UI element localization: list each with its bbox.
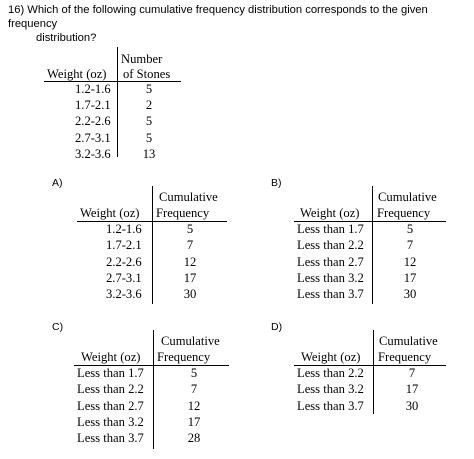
option-d-weight-cell: Less than 3.7: [297, 398, 364, 413]
option-d-col2-header-line2: Frequency: [378, 350, 432, 364]
option-a-col1-header: Weight (oz): [80, 206, 140, 220]
option-a-column-rule: [152, 186, 153, 304]
given-value-cell: 5: [145, 130, 153, 145]
given-weight-cell: 1.7-2.1: [75, 98, 111, 113]
option-b-header-rule: [294, 221, 446, 222]
option-b-col2-header-line1: Cumulative: [378, 190, 437, 204]
option-c-weight-cell: Less than 3.7: [77, 431, 144, 446]
given-value-cell: 13: [142, 146, 156, 161]
given-weight-cell: 2.2-2.6: [75, 114, 111, 129]
option-a-value-cell: 17: [183, 270, 197, 285]
option-a-value-cell: 5: [186, 222, 194, 236]
given-weight-cell: 1.2-1.6: [75, 82, 111, 96]
option-c-col1-header: Weight (oz): [81, 350, 141, 364]
option-b-value-cell: 12: [403, 254, 417, 269]
option-c-weight-cell: Less than 3.2: [77, 414, 144, 429]
option-c-col2-header-line2: Frequency: [157, 350, 211, 364]
option-a-col2-header-line2: Frequency: [156, 206, 210, 220]
given-value-cell: 2: [145, 98, 153, 113]
option-a-value-cell: 7: [186, 238, 194, 253]
option-b-value-cell: 5: [406, 222, 414, 236]
option-c-label[interactable]: C): [52, 321, 64, 333]
option-d-weight-cell: Less than 2.2: [297, 366, 364, 380]
option-c-value-cell: 17: [187, 414, 201, 429]
option-b-weight-cell: Less than 3.7: [297, 287, 364, 302]
option-d-value-cell: 30: [405, 398, 419, 413]
option-d-header-rule: [294, 365, 446, 366]
option-a-weight-cell: 3.2-3.6: [106, 287, 142, 302]
given-col2-header-line2: of Stones: [123, 67, 171, 81]
given-header-rule: [44, 81, 181, 82]
given-weight-cell: 3.2-3.6: [75, 146, 111, 161]
option-c-value-cell: 28: [187, 431, 201, 446]
given-value-cell: 5: [145, 82, 153, 96]
option-b-weight-cell: Less than 2.7: [297, 254, 364, 269]
option-a-weight-cell: 1.7-2.1: [106, 238, 142, 253]
question-text: 16) Which of the following cumulative fr…: [8, 3, 468, 45]
option-b-value-cell: 7: [406, 238, 414, 253]
option-c-value-cell: 5: [190, 366, 198, 380]
option-c-header-rule: [74, 365, 229, 366]
option-b-value-cell: 17: [403, 270, 417, 285]
option-a-value-cell: 30: [183, 287, 197, 302]
option-c-column-rule: [153, 330, 154, 449]
given-value-cell: 5: [145, 114, 153, 129]
option-d-value-cell: 7: [408, 366, 416, 380]
option-d-col1-header: Weight (oz): [301, 350, 361, 364]
option-a-label[interactable]: A): [52, 177, 63, 189]
option-b-column-rule: [372, 186, 373, 304]
option-d-col2-header-line1: Cumulative: [379, 334, 438, 348]
option-a-value-cell: 12: [183, 254, 197, 269]
option-b-label[interactable]: B): [271, 177, 282, 189]
option-c-col2-header-line1: Cumulative: [161, 334, 220, 348]
option-a-weight-cell: 2.2-2.6: [106, 254, 142, 269]
option-b-value-cell: 30: [403, 287, 417, 302]
option-c-value-cell: 7: [190, 382, 198, 397]
given-column-rule: [117, 47, 118, 157]
option-c-value-cell: 12: [187, 398, 201, 413]
option-b-col2-header-line2: Frequency: [377, 206, 431, 220]
option-d-column-rule: [373, 330, 374, 414]
question-line-2: distribution?: [36, 32, 97, 44]
option-a-weight-cell: 2.7-3.1: [106, 270, 142, 285]
option-d-value-cell: 17: [405, 382, 419, 397]
option-c-weight-cell: Less than 2.2: [77, 382, 144, 397]
option-a-weight-cell: 1.2-1.6: [106, 222, 142, 236]
option-b-col1-header: Weight (oz): [300, 206, 360, 220]
given-weight-cell: 2.7-3.1: [75, 130, 111, 145]
question-line-1: 16) Which of the following cumulative fr…: [8, 4, 428, 30]
given-col1-header: Weight (oz): [47, 67, 107, 81]
option-c-weight-cell: Less than 2.7: [77, 398, 144, 413]
given-col2-header-line1: Number: [121, 52, 163, 66]
option-b-weight-cell: Less than 3.2: [297, 270, 364, 285]
option-c-weight-cell: Less than 1.7: [77, 366, 144, 380]
option-b-weight-cell: Less than 2.2: [297, 238, 364, 253]
option-d-label[interactable]: D): [271, 321, 283, 333]
option-d-weight-cell: Less than 3.2: [297, 382, 364, 397]
option-a-col2-header-line1: Cumulative: [159, 190, 218, 204]
option-b-weight-cell: Less than 1.7: [297, 222, 364, 236]
